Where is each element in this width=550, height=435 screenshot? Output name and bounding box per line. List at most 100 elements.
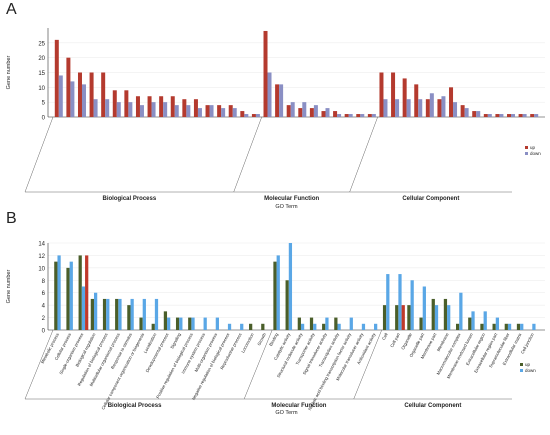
bar-third (401, 305, 405, 330)
bar-up (135, 96, 140, 117)
bar-down (174, 105, 179, 117)
bar-down (398, 274, 402, 330)
bar-up (455, 323, 460, 330)
bar-down (215, 317, 219, 330)
bar-up (367, 114, 372, 117)
panel-letter: B (6, 210, 17, 227)
group-label: Molecular Function (264, 196, 319, 202)
y-tick-label: 6 (42, 291, 46, 297)
bar-down (511, 114, 516, 117)
bar-up (90, 298, 94, 330)
legend-label: up (530, 145, 536, 150)
bar-down (337, 323, 341, 330)
bar-up (175, 317, 180, 330)
bar-down (151, 102, 156, 117)
bar-up (159, 96, 164, 117)
bar-up (504, 323, 508, 330)
bar-down (179, 317, 183, 330)
bar-down (476, 111, 481, 117)
bar-down (167, 317, 171, 330)
bar-down (255, 114, 260, 117)
bar-up (170, 96, 175, 117)
bar-up (425, 99, 430, 117)
bar-down (410, 280, 414, 330)
bar-up (261, 323, 265, 330)
legend-swatch (520, 363, 523, 366)
bar-down (70, 81, 75, 117)
bar-up (395, 305, 399, 330)
bar-up (322, 323, 326, 330)
bar-down (325, 317, 329, 330)
bar-up (437, 99, 442, 117)
bar-up (333, 111, 338, 117)
bar-up (151, 323, 155, 330)
bar-up (309, 317, 314, 330)
y-tick-label: 12 (38, 254, 45, 260)
bar-down (459, 292, 463, 330)
bar-down (499, 114, 504, 117)
bar-up (431, 298, 435, 330)
bar-up (217, 105, 222, 117)
bar-up (147, 96, 152, 117)
bar-down (534, 114, 539, 117)
bar-down (163, 102, 168, 117)
x-tick-label: Binding (268, 332, 279, 347)
bar-down (520, 323, 524, 330)
y-tick-label: 0 (42, 329, 46, 335)
bar-down (447, 305, 451, 330)
y-tick-label: 15 (38, 71, 45, 77)
bar-down (57, 255, 61, 330)
legend-swatch (520, 369, 523, 372)
bar-up (54, 39, 59, 117)
bar-up (249, 323, 253, 330)
y-tick-label: 10 (38, 266, 45, 272)
panel-a: A 0 5 10 15 20 25 Gene number Biological Process… (6, 1, 545, 210)
panel-letter: A (6, 1, 17, 18)
x-axis-title: GO Term (275, 204, 298, 210)
y-tick-label: 14 (38, 242, 45, 248)
bar-up (402, 78, 407, 117)
bar-down (471, 311, 475, 330)
bar-down (395, 99, 400, 117)
bar-up (495, 114, 500, 117)
group-label: Molecular Function (271, 403, 326, 409)
bar-up (115, 298, 119, 330)
bar-down (93, 292, 98, 330)
bar-down (532, 323, 536, 330)
bar-down (154, 298, 159, 330)
bar-down (232, 108, 237, 117)
bar-up (472, 111, 477, 117)
bar-up (66, 267, 70, 330)
legend-label: down (530, 151, 541, 156)
bar-up (78, 255, 82, 330)
bar-down (483, 311, 487, 330)
bar-up (127, 305, 131, 330)
bar-up (334, 317, 338, 330)
bar-down (244, 114, 249, 117)
bar-up (193, 99, 198, 117)
bar-up (298, 108, 303, 117)
bar-down (116, 102, 121, 117)
bar-third (85, 255, 89, 330)
group-label: Biological Process (108, 403, 162, 409)
y-tick-label: 8 (42, 279, 46, 285)
bar-down (360, 114, 365, 117)
bar-up (102, 298, 107, 330)
bar-down (227, 323, 232, 330)
group-divider (243, 329, 273, 400)
bar-down (348, 114, 353, 117)
bar-up (263, 30, 268, 117)
bar-down (209, 105, 214, 117)
bar-down (302, 102, 307, 117)
bar-down (191, 317, 195, 330)
y-tick-label: 2 (42, 316, 46, 322)
bar-up (297, 317, 301, 330)
bar-down (58, 75, 63, 117)
bar-down (279, 84, 284, 117)
x-tick-label: Cell (381, 332, 389, 341)
x-tick-label: Cell part (389, 331, 401, 348)
bar-down (313, 323, 317, 330)
bar-down (441, 96, 446, 117)
bar-up (124, 90, 129, 117)
